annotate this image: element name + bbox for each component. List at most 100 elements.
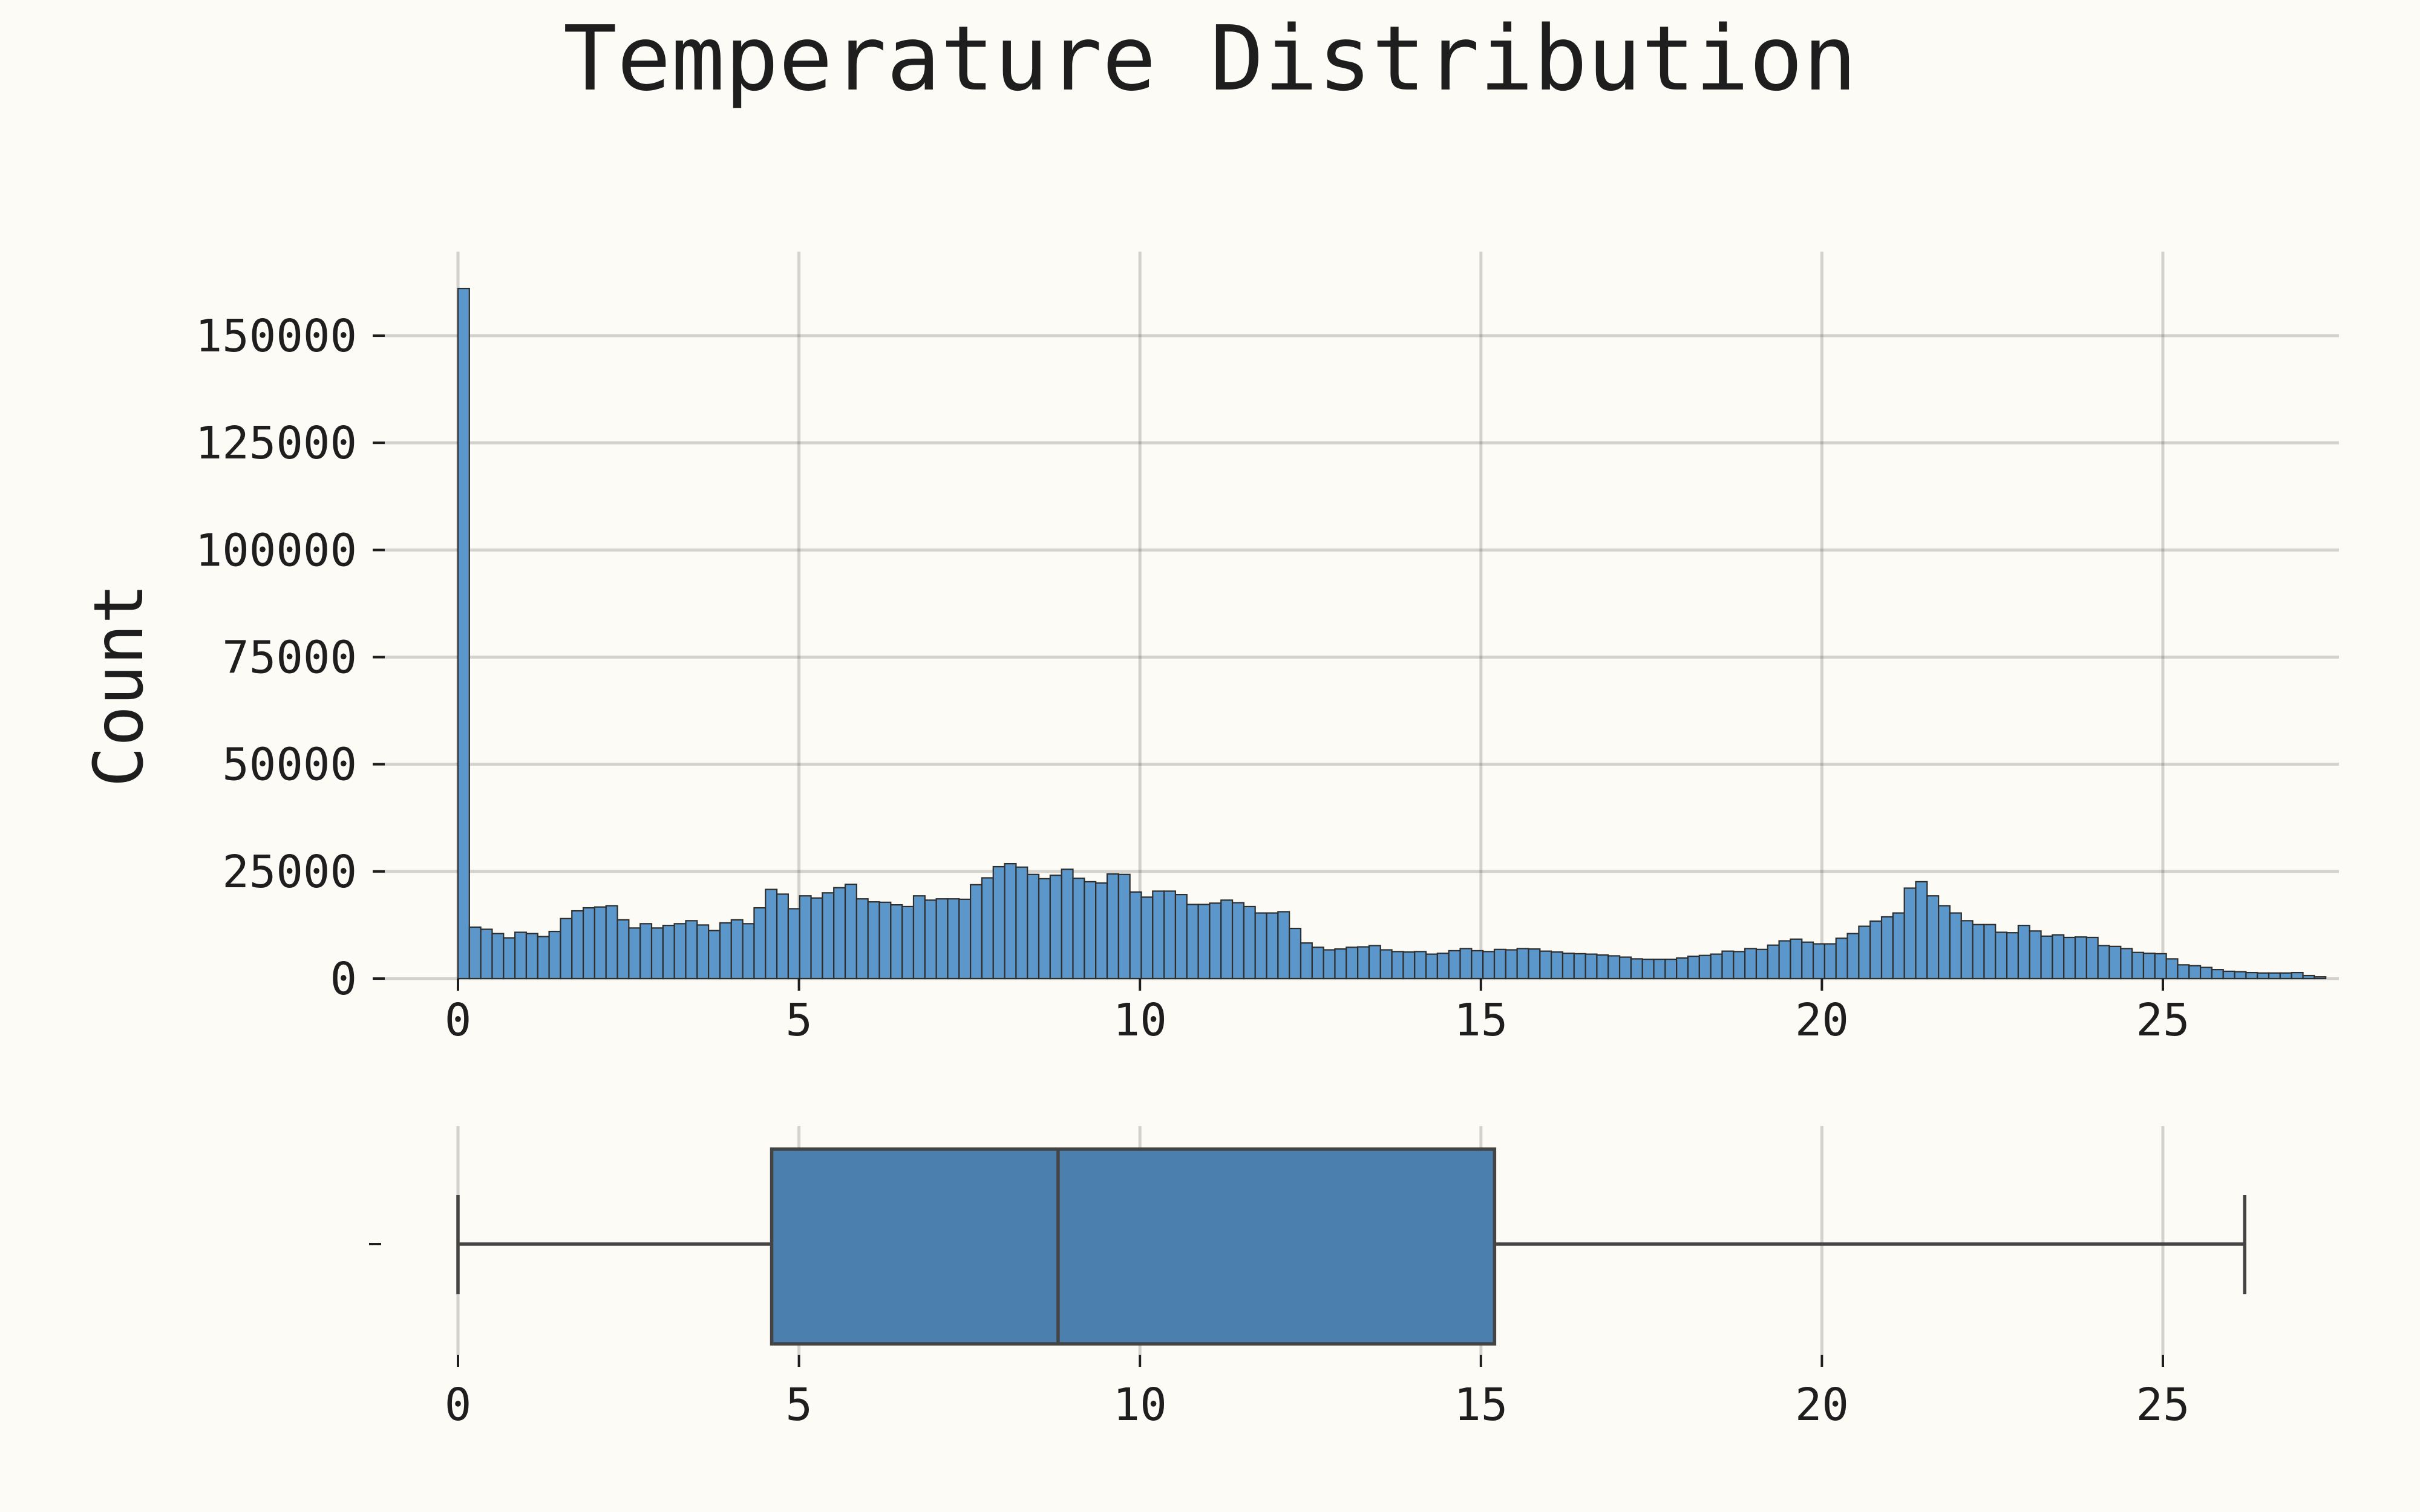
histogram-bar [2200,966,2213,980]
histogram-bar [810,897,823,980]
histogram-bar [2040,935,2053,980]
histogram-bar [1949,912,1962,980]
x-tick-label: 20 [1795,1379,1849,1431]
histogram-bar [2131,951,2145,980]
histogram-bar [1641,959,1655,980]
histogram-bar [742,923,755,980]
histogram-bar [1471,950,1484,980]
x-tick-label: 10 [1113,994,1167,1046]
histogram-bar [1072,878,1085,980]
histogram-bar [947,898,960,980]
histogram-bar [1027,873,1040,980]
histogram-bar [867,901,880,980]
histogram-bar [2017,925,2030,980]
histogram-bar [1823,943,1837,980]
histogram-bar [1938,905,1951,980]
histogram-bar [1596,954,1609,980]
histogram-bar [1300,942,1313,980]
x-tick-label: 10 [1113,1379,1167,1431]
histogram-bar [1767,944,1780,980]
histogram-bar [2142,953,2156,980]
histogram-bar [2120,948,2133,980]
histogram-bar [1482,951,1496,980]
x-tick-label: 0 [445,994,472,1046]
histogram-bar [1140,896,1154,980]
histogram-bars [457,287,2327,980]
histogram-bar [1516,948,1529,980]
y-tick-label: 25000 [222,846,357,898]
histogram-bar [1721,950,1735,980]
histogram-bar [1368,945,1381,980]
histogram-bar [765,888,778,980]
histogram-bar [1790,938,1803,980]
histogram-bar [1425,953,1438,980]
histogram-bar [2029,930,2042,980]
histogram-bar [582,907,595,980]
histogram-bar [1254,912,1267,980]
histogram-bar [1505,949,1518,980]
histogram-bar [1528,948,1541,980]
histogram-bar [2302,974,2315,980]
histogram-bar [1618,956,1632,980]
histogram-bar [1653,959,1666,980]
histogram-bar [753,907,767,980]
histogram-panel: 0 5 10 15 20 25 0 25000 50000 75000 100000 125000 1… [195,252,2339,1046]
histogram-bar [1801,941,1814,980]
histogram-bar [1584,953,1598,980]
histogram-bar [1379,949,1393,980]
histogram-bar [1266,912,1279,980]
histogram-bar [468,926,482,980]
histogram-bar [1607,955,1621,980]
histogram-bar [1402,951,1416,980]
histogram-bar [537,936,550,980]
histogram-bar [1117,873,1131,980]
histogram-bar [1744,948,1758,980]
histogram-bar [1197,904,1211,980]
histogram-bar [628,927,641,980]
histogram-bar [2234,971,2247,980]
histogram-bar [457,287,470,980]
y-tick-label: 125000 [195,417,357,469]
histogram-bar [2154,953,2167,980]
x-tick-label: 5 [785,1379,813,1431]
histogram-bar [1915,881,1928,980]
histogram-bar [1231,902,1244,980]
histogram-bar [2074,936,2087,980]
histogram-bar [844,883,857,980]
histogram-bar [799,895,812,980]
histogram-bar [1972,924,1985,980]
boxplot [456,1147,2247,1346]
histogram-bar [776,893,790,980]
histogram-bar [787,908,800,980]
histogram-bar [571,910,584,980]
histogram-bar [696,924,710,980]
histogram-bar [2006,932,2019,980]
histogram-x-ticks: 0 5 10 15 20 25 [445,979,2190,1046]
histogram-bar [1106,873,1119,980]
histogram-bar [1334,948,1347,980]
histogram-bar [1061,868,1074,980]
y-tick-label: 150000 [195,310,357,362]
histogram-bar [2257,972,2270,980]
histogram-bar [1357,946,1370,980]
histogram-bar [1926,895,1940,980]
histogram-bar [890,904,903,980]
histogram-bar [1436,953,1450,980]
histogram-bar [2165,958,2179,980]
histogram-bar [833,887,846,980]
histogram-bar [1995,931,2008,980]
x-tick-label: 5 [785,994,813,1046]
boxplot-x-ticks: 0 5 10 15 20 25 [445,1355,2190,1431]
y-tick-label: 100000 [195,524,357,576]
histogram-bar [1733,951,1746,980]
histogram-grid [373,252,2339,980]
histogram-bar [1289,927,1302,980]
histogram-bar [1152,890,1165,980]
histogram-bar [673,923,687,980]
histogram-bar [480,928,493,980]
y-axis-label: Count [80,583,159,787]
chart-title: Temperature Distribution [563,7,1857,111]
histogram-bar [1858,925,1871,980]
histogram-bar [901,905,915,980]
histogram-bar [1243,905,1256,980]
